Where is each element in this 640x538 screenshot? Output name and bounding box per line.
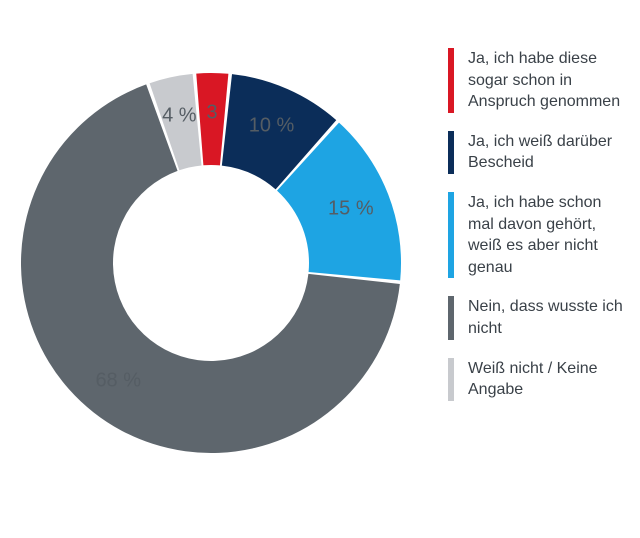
legend-label: Nein, dass wusste ich nicht <box>468 296 624 339</box>
legend-item: Nein, dass wusste ich nicht <box>448 296 624 339</box>
legend-item: Weiß nicht / Keine Angabe <box>448 358 624 401</box>
legend-label: Weiß nicht / Keine Angabe <box>468 358 624 401</box>
legend-item: Ja, ich weiß darüber Bescheid <box>448 131 624 174</box>
chart-stage: 310 %15 %68 %4 % Ja, ich habe diese soga… <box>0 0 640 538</box>
legend-swatch <box>448 358 454 401</box>
legend-item: Ja, ich habe schon mal davon gehört, wei… <box>448 192 624 278</box>
legend-item: Ja, ich habe diese sogar schon in Anspru… <box>448 48 624 113</box>
legend-label: Ja, ich habe diese sogar schon in Anspru… <box>468 48 624 113</box>
legend-label: Ja, ich habe schon mal davon gehört, wei… <box>468 192 624 278</box>
legend-swatch <box>448 131 454 174</box>
legend-label: Ja, ich weiß darüber Bescheid <box>468 131 624 174</box>
legend-swatch <box>448 192 454 278</box>
legend: Ja, ich habe diese sogar schon in Anspru… <box>448 48 624 419</box>
legend-swatch <box>448 296 454 339</box>
legend-swatch <box>448 48 454 113</box>
